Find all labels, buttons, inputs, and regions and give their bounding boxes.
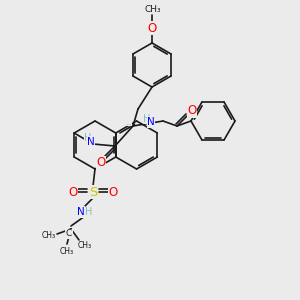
Text: S: S [89,185,97,199]
Text: H: H [143,114,151,124]
Text: N: N [87,137,95,147]
Text: CH₃: CH₃ [78,242,92,250]
Text: CH₃: CH₃ [42,232,56,241]
Text: N: N [77,207,85,217]
Text: O: O [108,185,118,199]
Text: O: O [188,104,196,118]
Text: C: C [66,230,72,238]
Text: ....: .... [127,122,131,126]
Text: H: H [84,133,92,143]
Text: O: O [147,22,157,34]
Text: N: N [147,117,155,127]
Text: CH₃: CH₃ [60,248,74,256]
Text: CH₃: CH₃ [145,4,161,14]
Text: O: O [68,185,78,199]
Text: O: O [96,157,106,169]
Text: H: H [85,207,93,217]
